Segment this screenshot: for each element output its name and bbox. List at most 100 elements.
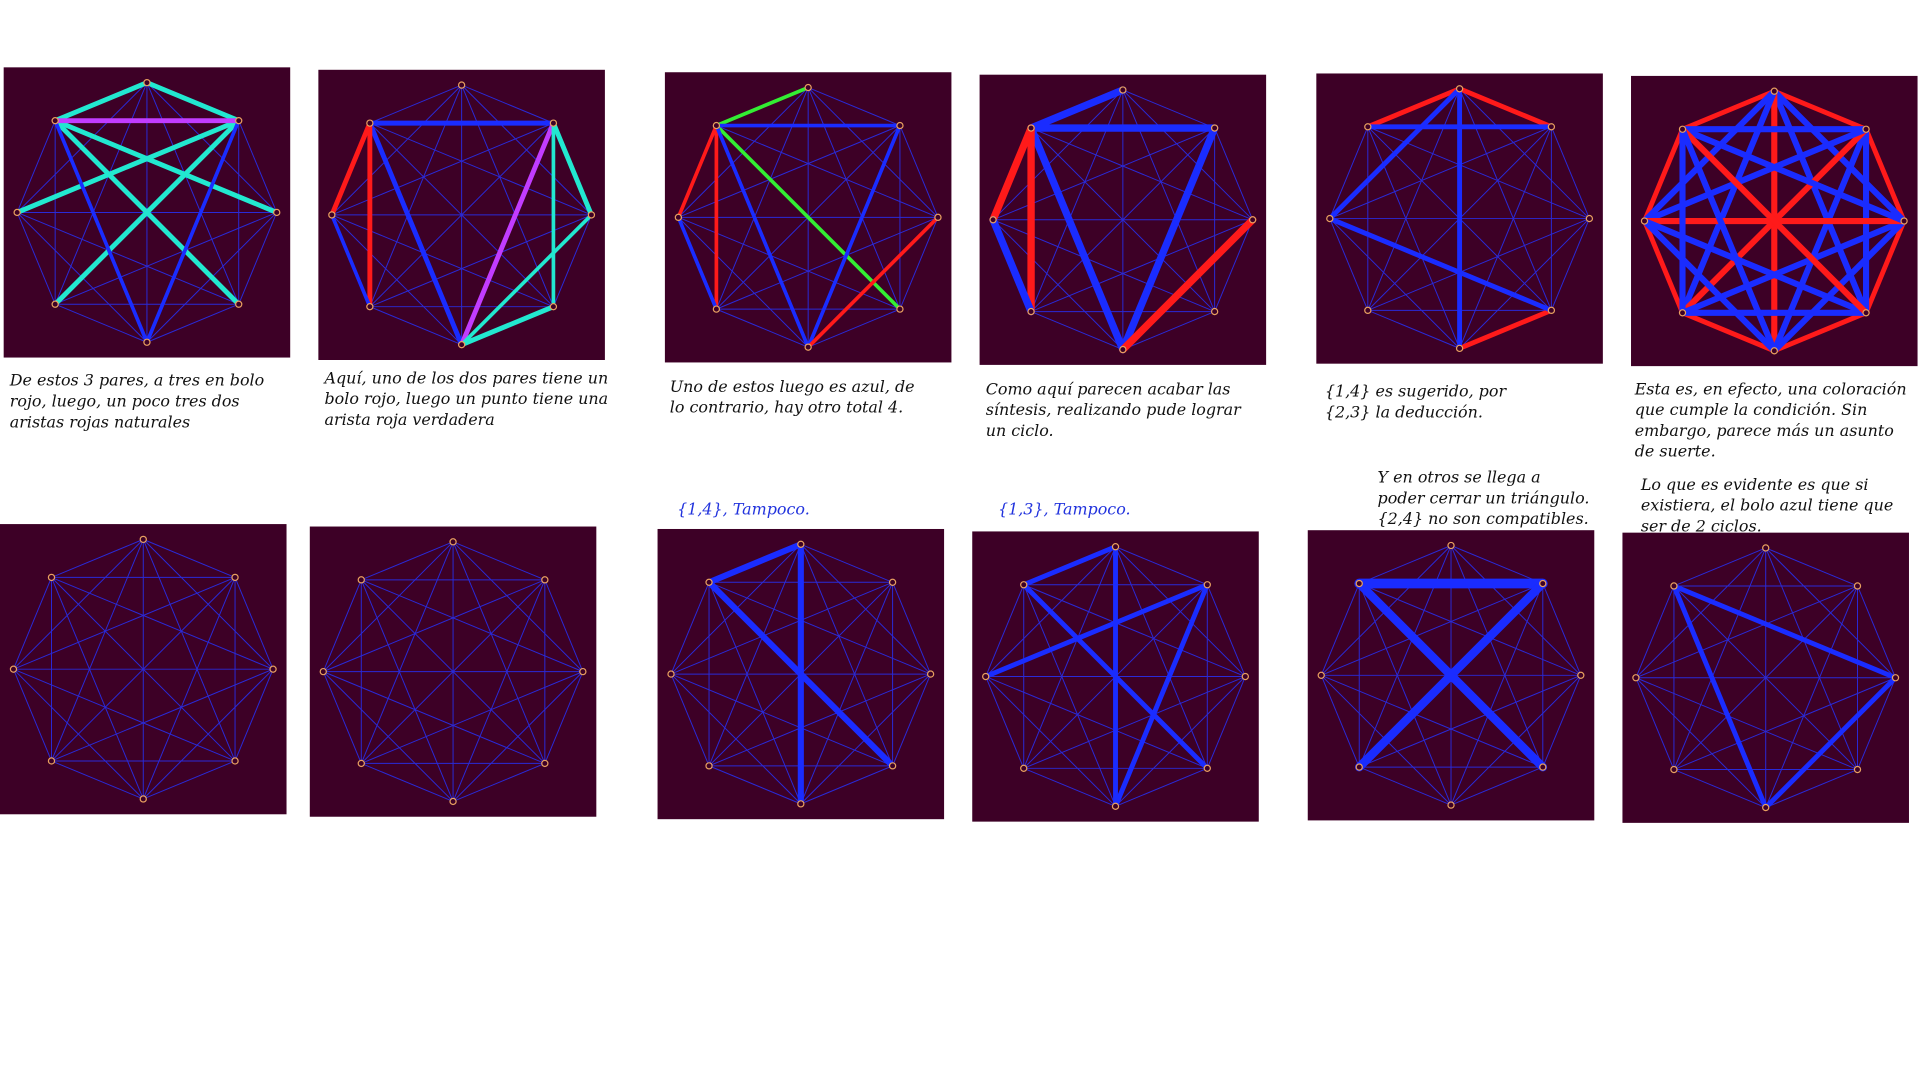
vertex bbox=[1670, 765, 1678, 774]
vertex bbox=[1210, 307, 1219, 316]
colored-edge bbox=[52, 118, 280, 215]
graph-edge bbox=[13, 576, 236, 670]
graph-edge bbox=[361, 762, 454, 802]
vertex bbox=[269, 665, 277, 673]
graph-edge bbox=[331, 214, 462, 346]
vertex bbox=[1119, 86, 1127, 94]
handwritten-note: {2,4} no son compatibles. bbox=[1378, 509, 1589, 528]
graph-edge bbox=[1214, 127, 1254, 220]
vertex bbox=[1862, 309, 1870, 317]
vertex bbox=[143, 78, 151, 87]
graph-edge bbox=[1450, 545, 1543, 584]
graph-panel bbox=[1631, 75, 1918, 367]
handwritten-note: poder cerrar un triángulo. bbox=[1378, 488, 1590, 507]
vertex bbox=[926, 670, 935, 678]
graph-edge bbox=[716, 216, 939, 310]
graph-edge bbox=[51, 760, 144, 800]
graph-edge bbox=[1857, 585, 1896, 678]
vertex bbox=[1670, 582, 1678, 590]
vertex bbox=[231, 757, 239, 765]
graph-edge bbox=[985, 676, 1116, 807]
colored-edge bbox=[1354, 579, 1548, 772]
vertex bbox=[449, 538, 457, 546]
graph-edge bbox=[1673, 547, 1766, 587]
graph-edge bbox=[369, 306, 462, 346]
graph-edge bbox=[322, 671, 454, 802]
graph-edge bbox=[1206, 676, 1246, 769]
graph-edge bbox=[1542, 675, 1582, 768]
graph-edge bbox=[678, 217, 809, 348]
graph-edge bbox=[800, 544, 894, 767]
handwritten-note: {2,3} la deducción. bbox=[1325, 403, 1483, 422]
vertex bbox=[1632, 674, 1640, 682]
graph-edge bbox=[1122, 89, 1215, 129]
graph-edge bbox=[13, 577, 52, 670]
graph-edge bbox=[1459, 126, 1552, 349]
vertex bbox=[1111, 543, 1120, 551]
vertex bbox=[705, 578, 713, 586]
graph-edge bbox=[323, 579, 546, 673]
graph-edge bbox=[16, 212, 56, 305]
vertex bbox=[1119, 345, 1127, 354]
colored-edge bbox=[144, 80, 242, 124]
graph-edge bbox=[1023, 546, 1116, 769]
vertex bbox=[1539, 763, 1547, 771]
graph-edge bbox=[1023, 676, 1246, 769]
handwritten-note: Uno de estos luego es azul, de bbox=[670, 377, 915, 396]
vertex bbox=[1210, 124, 1219, 132]
colored-edge bbox=[1771, 310, 1869, 354]
colored-edge bbox=[1680, 88, 1777, 132]
graph-edge bbox=[1765, 547, 1858, 587]
graph-edge bbox=[51, 577, 144, 800]
vertex bbox=[1447, 541, 1455, 550]
vertex bbox=[1447, 801, 1455, 809]
graph-edge bbox=[1358, 583, 1452, 806]
graph-edge bbox=[1320, 675, 1360, 768]
handwritten-note: ser de 2 ciclos. bbox=[1641, 516, 1762, 535]
handwritten-note: Como aquí parecen acabar las bbox=[986, 379, 1231, 398]
handwritten-note: lo contrario, hay otro total 4. bbox=[670, 398, 903, 417]
graph-panel bbox=[979, 74, 1267, 365]
graph-panel bbox=[1316, 73, 1603, 364]
colored-edge bbox=[1671, 583, 1769, 810]
vertex bbox=[235, 116, 243, 125]
colored-edge bbox=[1679, 126, 1870, 316]
graph-edge bbox=[1359, 545, 1452, 584]
graph-edge bbox=[544, 671, 584, 764]
graph-edge bbox=[322, 579, 362, 672]
vertex bbox=[1762, 803, 1770, 812]
graph-edge bbox=[51, 668, 274, 762]
graph-edge bbox=[452, 762, 546, 802]
vertex bbox=[797, 800, 805, 808]
colored-edge bbox=[1327, 86, 1463, 222]
graph-edge bbox=[807, 308, 901, 348]
graph-edge bbox=[1765, 769, 1858, 809]
graph-edge bbox=[892, 673, 932, 767]
graph-edge bbox=[807, 87, 901, 127]
vertex bbox=[13, 208, 21, 217]
handwritten-note: Esta es, en efecto, una coloración bbox=[1634, 379, 1907, 398]
vertex bbox=[1355, 579, 1363, 588]
graph-edge bbox=[1329, 218, 1460, 349]
graph-edge bbox=[1359, 674, 1582, 768]
colored-edge bbox=[714, 123, 902, 311]
graph-edge bbox=[143, 538, 236, 578]
vertex bbox=[1203, 581, 1211, 589]
vertex bbox=[1539, 579, 1547, 588]
colored-edge bbox=[459, 213, 594, 347]
vertex bbox=[139, 795, 147, 803]
graph-edge bbox=[1030, 127, 1253, 221]
vertex bbox=[319, 667, 327, 676]
colored-edge bbox=[1763, 675, 1898, 810]
vertex bbox=[888, 762, 897, 770]
colored-edge bbox=[1771, 88, 1869, 132]
graph-edge bbox=[142, 577, 236, 800]
graph-edge bbox=[143, 760, 236, 800]
vertex bbox=[797, 540, 805, 548]
handwritten-note: existiera, el bolo azul tiene que bbox=[1641, 496, 1893, 515]
colored-edge bbox=[52, 80, 150, 124]
vertex bbox=[667, 670, 675, 678]
vertex bbox=[888, 578, 897, 586]
vertex bbox=[235, 300, 243, 308]
